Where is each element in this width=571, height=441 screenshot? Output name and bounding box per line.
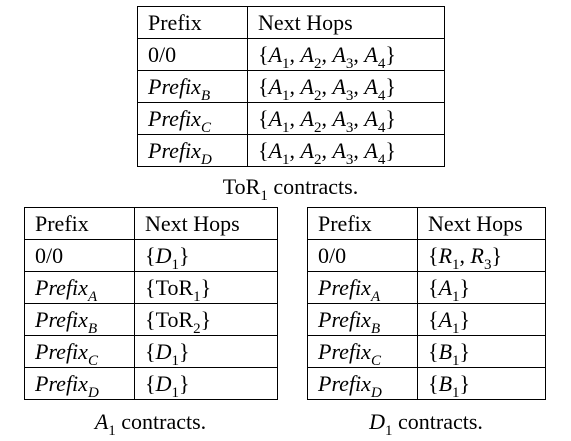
table-row: PrefixC {B1} (307, 335, 546, 368)
prefix-header: Prefix (24, 207, 135, 240)
prefix-cell: 0/0 (24, 239, 135, 272)
table-row: PrefixD {A1, A2, A3, A4} (137, 134, 445, 167)
prefix-text: 0/0 (148, 41, 177, 67)
prefix-cell: PrefixD (24, 367, 135, 400)
prefix-cell: 0/0 (307, 239, 418, 272)
tor1-table-caption: ToR1 contracts. (222, 174, 359, 204)
a1-routing-table: Prefix Next Hops 0/0 {D1} PrefixA {ToR1}… (24, 207, 278, 400)
d1-routing-table: Prefix Next Hops 0/0 {R1, R3} PrefixA {A… (307, 207, 546, 400)
prefix-cell: PrefixC (24, 335, 135, 368)
next-hops-header: Next Hops (134, 207, 278, 240)
next-hops-cell: {A1, A2, A3, A4} (247, 102, 445, 135)
prefix-cell: PrefixD (137, 134, 248, 167)
table-header-row: Prefix Next Hops (137, 6, 445, 39)
prefix-header: Prefix (307, 207, 418, 240)
table-row: PrefixB {A1} (307, 303, 546, 336)
next-hops-header: Next Hops (417, 207, 546, 240)
prefix-cell: PrefixB (307, 303, 418, 336)
prefix-cell: PrefixB (137, 70, 248, 103)
table-row: PrefixC {A1, A2, A3, A4} (137, 102, 445, 135)
prefix-header: Prefix (137, 6, 248, 39)
next-hops-cell: {A1} (417, 303, 546, 336)
table-row: PrefixD {B1} (307, 367, 546, 400)
table-row: PrefixA {A1} (307, 271, 546, 304)
table-row: PrefixA {ToR1} (24, 271, 278, 304)
table-row: PrefixB {A1, A2, A3, A4} (137, 70, 445, 103)
next-hops-cell: {ToR1} (134, 271, 278, 304)
next-hops-cell: {ToR2} (134, 303, 278, 336)
d1-table-caption: D1 contracts. (369, 409, 483, 439)
prefix-cell: PrefixA (24, 271, 135, 304)
next-hops-cell: {A1, A2, A3, A4} (247, 70, 445, 103)
next-hops-cell: {A1, A2, A3, A4} (247, 134, 445, 167)
next-hops-cell: {D1} (134, 335, 278, 368)
table-row: 0/0 {R1, R3} (307, 239, 546, 272)
next-hops-header: Next Hops (247, 6, 445, 39)
a1-table-caption: A1 contracts. (94, 409, 207, 439)
table-row: 0/0 {A1, A2, A3, A4} (137, 38, 445, 71)
next-hops-cell: {A1, A2, A3, A4} (247, 38, 445, 71)
prefix-cell: PrefixC (137, 102, 248, 135)
tor1-routing-table: Prefix Next Hops 0/0 {A1, A2, A3, A4} Pr… (137, 6, 445, 167)
prefix-cell: PrefixC (307, 335, 418, 368)
table-row: 0/0 {D1} (24, 239, 278, 272)
next-hops-cell: {B1} (417, 335, 546, 368)
next-hops-cell: {D1} (134, 239, 278, 272)
next-hops-cell: {R1, R3} (417, 239, 546, 272)
prefix-cell: 0/0 (137, 38, 248, 71)
next-hops-cell: {B1} (417, 367, 546, 400)
table-row: PrefixB {ToR2} (24, 303, 278, 336)
prefix-cell: PrefixA (307, 271, 418, 304)
next-hops-cell: {D1} (134, 367, 278, 400)
table-header-row: Prefix Next Hops (307, 207, 546, 240)
table-row: PrefixD {D1} (24, 367, 278, 400)
table-row: PrefixC {D1} (24, 335, 278, 368)
prefix-cell: PrefixB (24, 303, 135, 336)
next-hops-cell: {A1} (417, 271, 546, 304)
prefix-cell: PrefixD (307, 367, 418, 400)
table-header-row: Prefix Next Hops (24, 207, 278, 240)
